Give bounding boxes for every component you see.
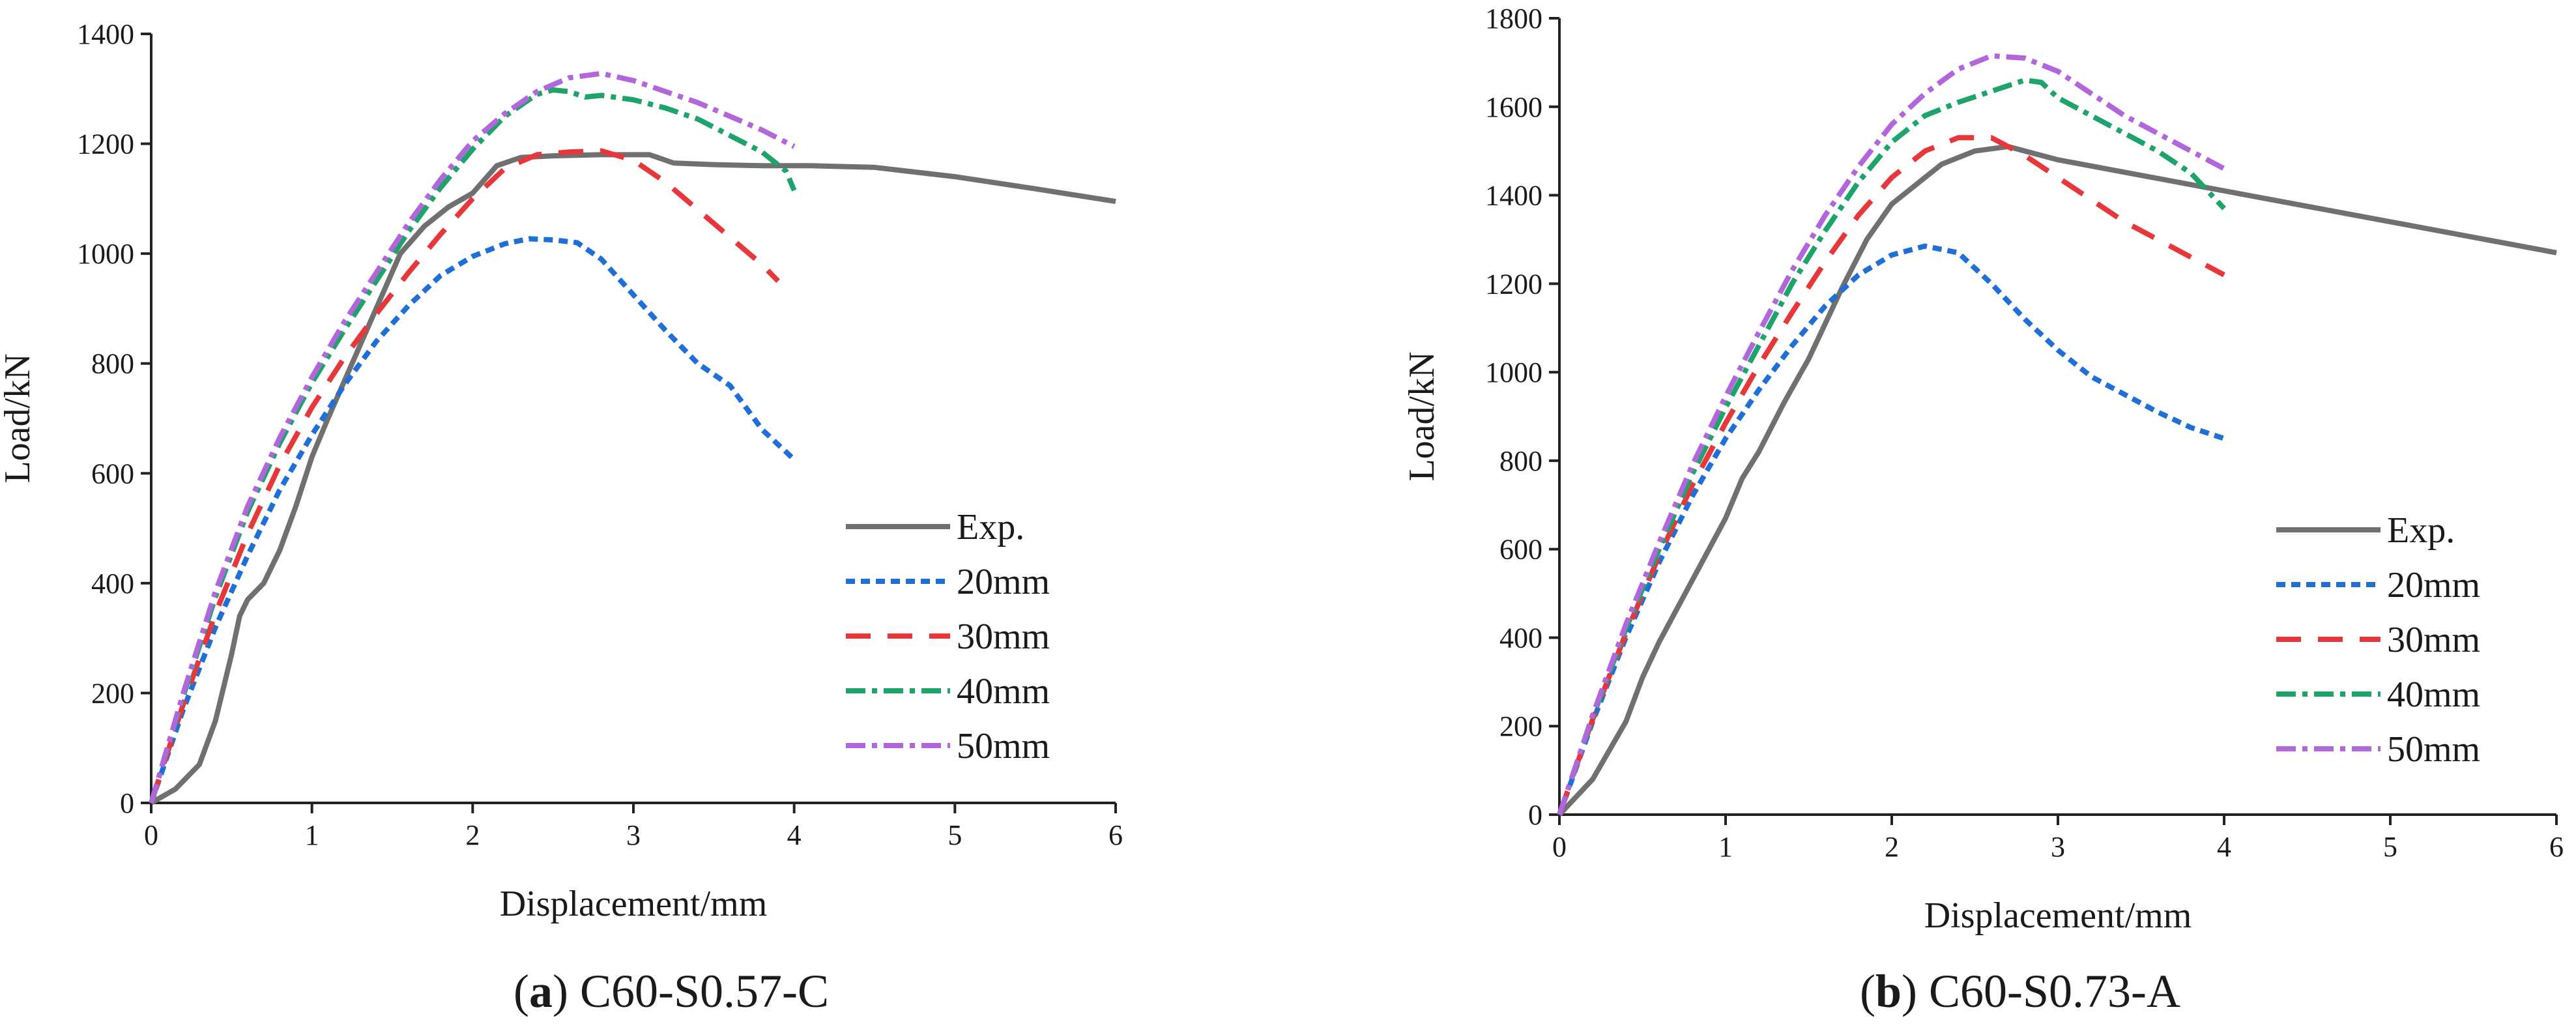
panel-b-y-tick-label: 1200 <box>1485 268 1542 300</box>
panel-b-legend-label: Exp. <box>2387 510 2455 551</box>
panel-b-legend: Exp. 20mm 30mm 40mm 50mm <box>2276 510 2480 770</box>
panel-b-caption: (b) C60-S0.73-A <box>1860 965 2180 1017</box>
panel-b-y-tick-label: 800 <box>1499 445 1542 477</box>
panel-a-caption-text: C60-S0.57-C <box>580 965 829 1017</box>
panel-b-y-axis-title: Load/kN <box>1402 351 1442 481</box>
panel-b-chart: 0 200 400 600 800 1000 1200 1400 1600 1800 0 1 2 3 4 5 6… <box>1402 3 2564 936</box>
panel-a-x-tick-label: 6 <box>1108 819 1123 851</box>
panel-b-x-tick-label: 2 <box>1885 831 1899 863</box>
panel-a-y-tick-label: 200 <box>91 677 134 709</box>
panel-b-legend-label: 40mm <box>2387 675 2480 715</box>
panel-a-x-tick-label: 3 <box>626 819 641 851</box>
panel-a-legend-label: 40mm <box>957 671 1050 712</box>
panel-a-y-tick-label: 0 <box>120 787 134 819</box>
panel-a-y-tick-label: 600 <box>91 457 134 489</box>
panel-b-y-tick-label: 0 <box>1528 799 1542 831</box>
panel-a-legend-label: 50mm <box>957 726 1050 766</box>
panel-a-legend-label: Exp. <box>957 507 1024 547</box>
panel-a-y-tick-label: 1000 <box>77 238 134 270</box>
panel-a-x-tick-label: 5 <box>948 819 962 851</box>
panel-b-y-tick-label: 1600 <box>1485 91 1542 123</box>
panel-b-y-tick-label: 400 <box>1499 622 1542 654</box>
panel-a-x-tick-label: 1 <box>305 819 319 851</box>
panel-a-label: a <box>529 965 553 1017</box>
panel-b-series-50mm-line <box>1557 53 2225 816</box>
panel-b-x-axis-title: Displacement/mm <box>1924 895 2192 936</box>
panel-b-series-20mm-line <box>1557 243 2225 816</box>
panel-b-series-exp-line <box>1557 143 2557 817</box>
panel-a-y-tick-label: 1200 <box>77 128 134 160</box>
panel-b-y-tick-label: 1800 <box>1485 3 1542 35</box>
panel-a-y-tick-label: 800 <box>91 348 134 380</box>
panel-b-label: b <box>1875 965 1902 1017</box>
panel-b-x-tick-label: 4 <box>2217 831 2231 863</box>
panel-b-y-tick-label: 1000 <box>1485 356 1542 388</box>
panel-a-x-tick-label: 0 <box>144 819 158 851</box>
panel-a-x-tick-label: 2 <box>465 819 480 851</box>
panel-a-series-40mm-line <box>149 87 797 804</box>
panel-b-x-tick-label: 0 <box>1552 831 1567 863</box>
panel-a-series-30mm-line <box>149 148 780 804</box>
panel-a-chart: 0 200 400 600 800 1000 1200 1400 0 1 2 3 4 5 6 Displace… <box>0 18 1123 924</box>
panel-b-series-40mm-line <box>1557 78 2226 816</box>
panel-b-legend-label: 30mm <box>2387 620 2480 660</box>
panel-b-y-tick-label: 1400 <box>1485 180 1542 212</box>
panel-a-legend: Exp. 20mm 30mm 40mm 50mm <box>846 507 1050 766</box>
panel-b-y-tick-label: 600 <box>1499 534 1542 566</box>
panel-a-y-axis-title: Load/kN <box>0 353 38 483</box>
panel-a-caption: (a) C60-S0.57-C <box>514 965 829 1017</box>
panel-b-legend-label: 50mm <box>2387 729 2480 770</box>
panel-b-series-30mm-line <box>1557 135 2225 816</box>
panel-a-series-50mm-line <box>149 70 796 804</box>
panel-a-series-20mm-line <box>149 236 796 804</box>
panel-a-legend-label: 30mm <box>957 617 1050 657</box>
panel-b-x-tick-label: 3 <box>2051 831 2065 863</box>
panel-a-x-tick-label: 4 <box>787 819 802 851</box>
panel-a-x-axis-title: Displacement/mm <box>500 884 768 924</box>
panel-b-legend-label: 20mm <box>2387 565 2480 605</box>
panel-b-x-tick-label: 6 <box>2549 831 2564 863</box>
panel-a-y-tick-label: 1400 <box>77 18 134 50</box>
panel-b-y-tick-label: 200 <box>1499 710 1542 742</box>
panel-b-caption-text: C60-S0.73-A <box>1929 965 2180 1017</box>
panel-a-y-tick-label: 400 <box>91 568 134 600</box>
panel-a-series-exp-line <box>150 152 1116 806</box>
panel-a-legend-label: 20mm <box>957 562 1050 602</box>
panel-b-x-tick-label: 5 <box>2383 831 2397 863</box>
panel-b-x-tick-label: 1 <box>1718 831 1733 863</box>
